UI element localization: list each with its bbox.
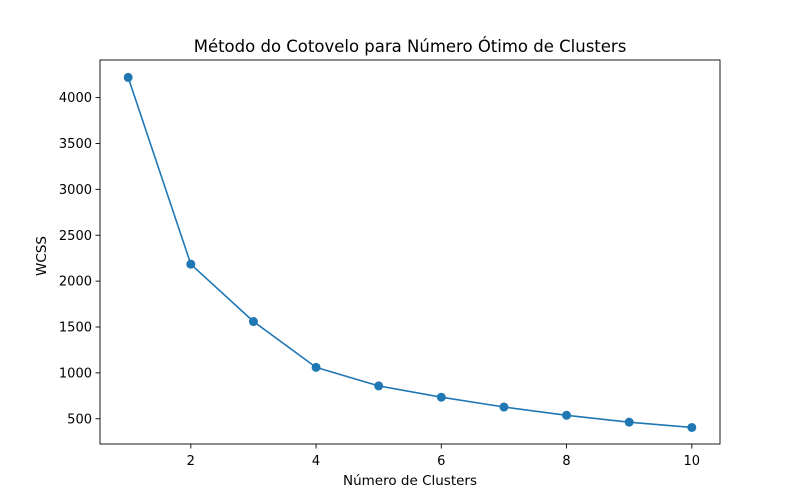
data-point bbox=[374, 381, 384, 391]
y-tick-label: 2500 bbox=[59, 229, 92, 244]
y-tick-label: 4000 bbox=[59, 91, 92, 106]
y-tick-label: 1500 bbox=[59, 321, 92, 336]
x-tick-label: 2 bbox=[187, 454, 195, 469]
series-line bbox=[127, 77, 692, 429]
data-point bbox=[687, 422, 697, 432]
y-tick-label: 1000 bbox=[59, 366, 92, 381]
axes-frame bbox=[99, 59, 721, 445]
chart-title: Método do Cotovelo para Número Ótimo de … bbox=[194, 37, 627, 56]
y-axis-label: WCSS bbox=[34, 236, 50, 276]
y-tick-label: 2000 bbox=[59, 275, 92, 290]
data-point bbox=[186, 259, 196, 269]
x-tick-label: 4 bbox=[312, 454, 320, 469]
y-tick-label: 3000 bbox=[59, 183, 92, 198]
data-point bbox=[311, 362, 321, 372]
data-point bbox=[436, 392, 446, 402]
data-point bbox=[562, 410, 572, 420]
y-tick-label: 3500 bbox=[59, 137, 92, 152]
x-tick-label: 6 bbox=[437, 454, 445, 469]
y-tick-label: 500 bbox=[67, 412, 92, 427]
data-point bbox=[123, 72, 133, 82]
data-point bbox=[499, 402, 509, 412]
data-point bbox=[624, 417, 634, 427]
x-tick-label: 10 bbox=[684, 454, 701, 469]
data-point bbox=[248, 317, 258, 327]
plot-area: 2 4 6 8 10 500 1000 1500 2000 2500 3000 3500 4000 bbox=[59, 59, 721, 469]
x-axis-label: Número de Clusters bbox=[343, 473, 477, 489]
x-tick-label: 8 bbox=[562, 454, 570, 469]
